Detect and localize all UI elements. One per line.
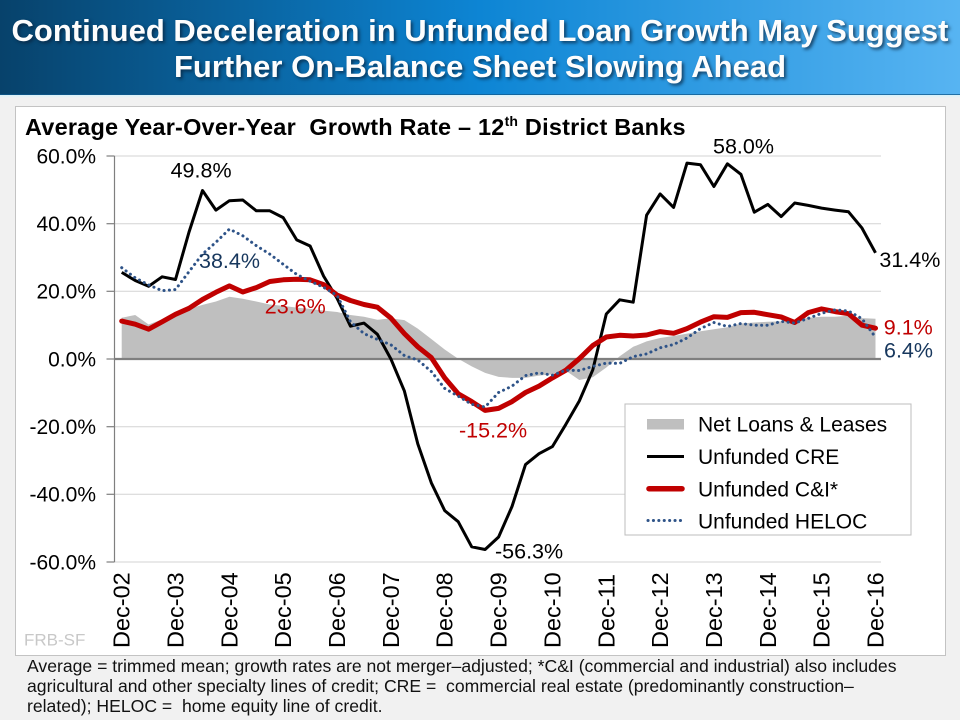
svg-text:23.6%: 23.6% [265, 295, 326, 319]
svg-text:FRB-SF: FRB-SF [24, 631, 85, 650]
svg-text:Dec-06: Dec-06 [324, 572, 350, 648]
svg-text:Dec-09: Dec-09 [486, 572, 512, 648]
svg-text:Dec-10: Dec-10 [539, 572, 565, 648]
svg-text:49.8%: 49.8% [171, 159, 232, 183]
svg-text:Net Loans & Leases: Net Loans & Leases [698, 414, 887, 437]
svg-text:38.4%: 38.4% [199, 249, 260, 273]
svg-text:6.4%: 6.4% [884, 339, 933, 363]
svg-text:Dec-15: Dec-15 [809, 572, 835, 648]
svg-text:Unfunded C&I*: Unfunded C&I* [698, 478, 838, 501]
svg-text:Dec-07: Dec-07 [378, 572, 404, 648]
svg-text:-15.2%: -15.2% [459, 418, 527, 442]
svg-text:40.0%: 40.0% [36, 213, 96, 236]
svg-text:Dec-12: Dec-12 [647, 572, 673, 648]
svg-text:Dec-05: Dec-05 [270, 572, 296, 648]
svg-text:Dec-13: Dec-13 [701, 572, 727, 648]
svg-text:Dec-08: Dec-08 [432, 572, 458, 648]
svg-text:9.1%: 9.1% [884, 315, 933, 339]
svg-text:Dec-14: Dec-14 [755, 572, 781, 648]
svg-text:31.4%: 31.4% [879, 248, 940, 272]
svg-text:Dec-04: Dec-04 [216, 572, 242, 648]
svg-text:-60.0%: -60.0% [29, 551, 96, 574]
svg-text:Dec-16: Dec-16 [863, 572, 889, 648]
svg-text:-20.0%: -20.0% [29, 416, 96, 439]
svg-text:58.0%: 58.0% [713, 134, 774, 158]
svg-text:-56.3%: -56.3% [495, 539, 563, 563]
svg-text:Dec-11: Dec-11 [593, 574, 619, 648]
svg-text:Unfunded CRE: Unfunded CRE [698, 446, 839, 469]
svg-text:0.0%: 0.0% [48, 348, 96, 371]
svg-text:Dec-02: Dec-02 [109, 572, 135, 648]
svg-text:Dec-03: Dec-03 [163, 572, 189, 648]
svg-text:Unfunded HELOC: Unfunded HELOC [698, 511, 867, 534]
svg-text:60.0%: 60.0% [36, 145, 96, 168]
svg-text:20.0%: 20.0% [36, 281, 96, 304]
svg-text:-40.0%: -40.0% [29, 484, 96, 507]
